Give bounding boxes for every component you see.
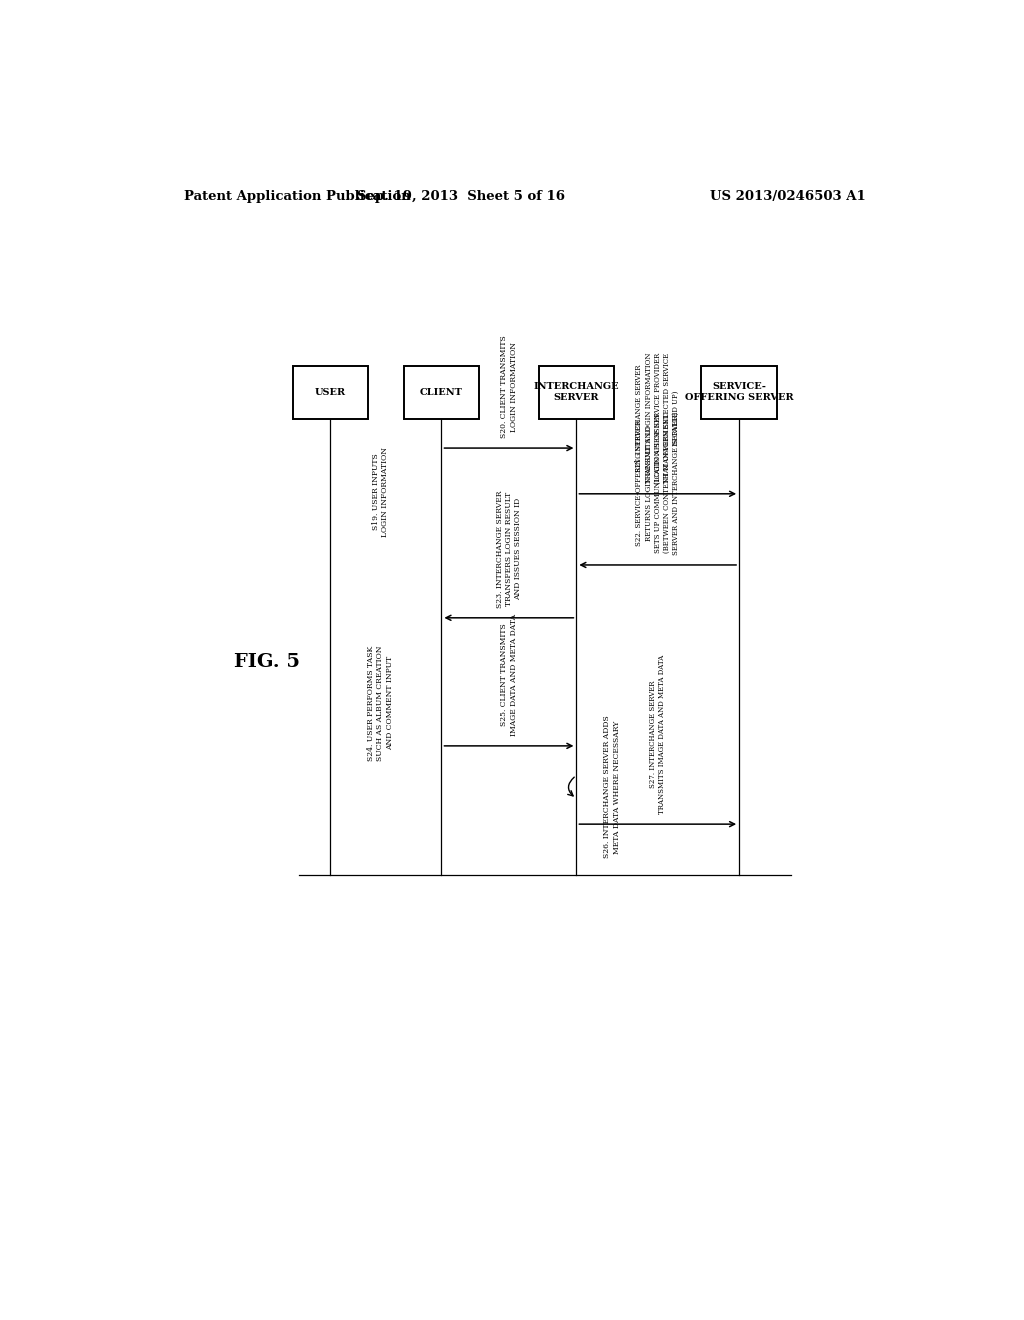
Text: Sep. 19, 2013  Sheet 5 of 16: Sep. 19, 2013 Sheet 5 of 16: [357, 190, 565, 202]
Text: S26. INTERCHANGE SERVER ADDS
META DATA WHERE NECESSARY: S26. INTERCHANGE SERVER ADDS META DATA W…: [603, 715, 621, 858]
Text: Patent Application Publication: Patent Application Publication: [183, 190, 411, 202]
Text: S27. INTERCHANGE SERVER
TRANSMITS IMAGE DATA AND META DATA: S27. INTERCHANGE SERVER TRANSMITS IMAGE …: [649, 655, 667, 814]
Text: S20. CLIENT TRANSMITS
LOGIN INFORMATION: S20. CLIENT TRANSMITS LOGIN INFORMATION: [501, 335, 517, 438]
Text: S19. USER INPUTS
LOGIN INFORMATION: S19. USER INPUTS LOGIN INFORMATION: [372, 446, 389, 537]
Text: USER: USER: [314, 388, 346, 397]
Text: SERVICE-
OFFERING SERVER: SERVICE- OFFERING SERVER: [685, 383, 794, 401]
Text: S25. CLIENT TRANSMITS
IMAGE DATA AND META DATA: S25. CLIENT TRANSMITS IMAGE DATA AND MET…: [501, 614, 517, 735]
Text: US 2013/0246503 A1: US 2013/0246503 A1: [711, 190, 866, 202]
Bar: [701, 366, 777, 418]
Bar: [293, 366, 368, 418]
Bar: [403, 366, 479, 418]
Text: S23. INTERCHANGE SERVER
TRANSFERS LOGIN RESULT
AND ISSUES SESSION ID: S23. INTERCHANGE SERVER TRANSFERS LOGIN …: [496, 490, 522, 607]
Text: CLIENT: CLIENT: [420, 388, 463, 397]
Text: S22. SERVICE-OFFERING SERVER
RETURNS LOGIN RESULT AND
SETS UP COMMUNICATION SESS: S22. SERVICE-OFFERING SERVER RETURNS LOG…: [635, 412, 680, 554]
Text: S24. USER PERFORMS TASK
SUCH AS ALBUM CREATION
AND COMMENT INPUT: S24. USER PERFORMS TASK SUCH AS ALBUM CR…: [368, 645, 393, 760]
Text: INTERCHANGE
SERVER: INTERCHANGE SERVER: [534, 383, 620, 401]
Text: S21. INTERCHANGE SERVER
TRANSMITS LOGIN INFORMATION
(LOGIN API OF SERVICE PROVID: S21. INTERCHANGE SERVER TRANSMITS LOGIN …: [635, 352, 680, 483]
Text: FIG. 5: FIG. 5: [233, 652, 300, 671]
Bar: [539, 366, 614, 418]
